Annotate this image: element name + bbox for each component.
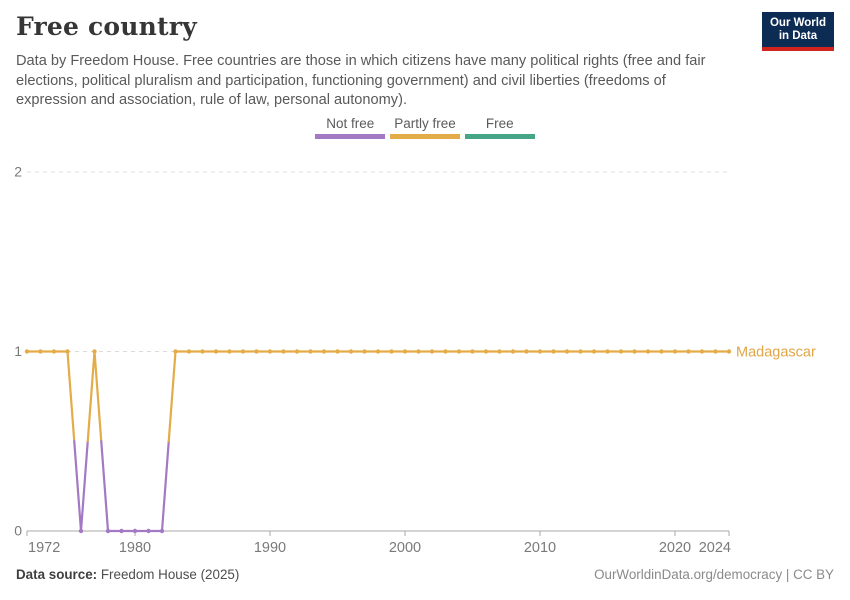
data-point-dot[interactable] bbox=[416, 349, 421, 354]
data-source-value: Freedom House (2025) bbox=[100, 567, 240, 582]
data-point-dot[interactable] bbox=[497, 349, 502, 354]
data-point-dot[interactable] bbox=[38, 349, 43, 354]
y-tick-label: 0 bbox=[14, 523, 22, 539]
data-point-dot[interactable] bbox=[92, 349, 97, 354]
data-point-dot[interactable] bbox=[578, 349, 583, 354]
x-tick-label: 2020 bbox=[659, 540, 691, 556]
data-point-dot[interactable] bbox=[389, 349, 394, 354]
data-point-dot[interactable] bbox=[200, 349, 205, 354]
chart-footer: Data source: Freedom House (2025) OurWor… bbox=[16, 567, 834, 582]
data-point-dot[interactable] bbox=[686, 349, 691, 354]
data-point-dot[interactable] bbox=[173, 349, 178, 354]
series-segment bbox=[160, 440, 170, 533]
chart-legend: Not free Partly free Free bbox=[0, 117, 850, 139]
data-point-dot[interactable] bbox=[645, 349, 651, 354]
data-point-dot[interactable] bbox=[119, 528, 124, 534]
series-segment bbox=[66, 350, 76, 443]
legend-swatch bbox=[464, 134, 535, 139]
series-segment bbox=[79, 440, 89, 533]
x-tick-label: 1990 bbox=[254, 540, 286, 556]
data-point-dot[interactable] bbox=[321, 349, 327, 354]
owid-logo[interactable]: Our World in Data bbox=[761, 12, 834, 51]
data-point-dot[interactable] bbox=[240, 349, 246, 354]
series-segment bbox=[100, 440, 110, 533]
legend-item-not-free: Not free bbox=[315, 116, 386, 139]
data-point-dot[interactable] bbox=[281, 349, 286, 354]
data-point-dot[interactable] bbox=[632, 349, 637, 354]
data-point-dot[interactable] bbox=[227, 349, 232, 354]
footer-citation-link[interactable]: OurWorldinData.org/democracy | CC BY bbox=[594, 567, 834, 582]
legend-swatch bbox=[315, 134, 386, 139]
data-point-dot[interactable] bbox=[699, 349, 705, 354]
series-segment bbox=[93, 350, 103, 443]
data-point-dot[interactable] bbox=[537, 349, 543, 354]
x-tick-label: 1972 bbox=[28, 540, 60, 556]
data-point-dot[interactable] bbox=[726, 349, 732, 354]
data-point-dot[interactable] bbox=[470, 349, 475, 354]
x-tick-label: 2024 bbox=[699, 540, 731, 556]
data-point-dot[interactable] bbox=[510, 349, 516, 354]
data-point-dot[interactable] bbox=[294, 349, 300, 354]
legend-label: Free bbox=[485, 116, 514, 131]
data-point-dot[interactable] bbox=[618, 349, 624, 354]
x-tick-label: 2010 bbox=[524, 540, 556, 556]
data-point-dot[interactable] bbox=[24, 349, 30, 354]
data-point-dot[interactable] bbox=[132, 528, 138, 534]
data-point-dot[interactable] bbox=[551, 349, 556, 354]
data-point-dot[interactable] bbox=[267, 349, 273, 354]
legend-label: Not free bbox=[326, 116, 375, 131]
data-point-dot[interactable] bbox=[429, 349, 435, 354]
legend-item-partly-free: Partly free bbox=[388, 117, 462, 139]
data-point-dot[interactable] bbox=[308, 349, 313, 354]
series-segment bbox=[86, 350, 96, 443]
data-point-dot[interactable] bbox=[402, 349, 408, 354]
data-point-dot[interactable] bbox=[375, 349, 381, 354]
chart-subtitle: Data by Freedom House. Free countries ar… bbox=[16, 53, 706, 108]
legend-label: Partly free bbox=[394, 116, 456, 131]
data-point-dot[interactable] bbox=[348, 349, 354, 354]
data-source-label: Data source: bbox=[16, 567, 98, 582]
data-point-dot[interactable] bbox=[159, 528, 165, 534]
legend-item-free: Free bbox=[464, 116, 535, 139]
data-source: Data source: Freedom House (2025) bbox=[16, 567, 239, 582]
data-point-dot[interactable] bbox=[105, 528, 111, 534]
data-point-dot[interactable] bbox=[713, 349, 718, 354]
data-point-dot[interactable] bbox=[483, 349, 489, 354]
data-point-dot[interactable] bbox=[362, 349, 367, 354]
chart-title: Free country bbox=[16, 12, 197, 41]
series-segment bbox=[167, 350, 177, 443]
data-point-dot[interactable] bbox=[443, 349, 448, 354]
y-tick-label: 1 bbox=[14, 343, 22, 359]
data-point-dot[interactable] bbox=[78, 528, 84, 534]
data-point-dot[interactable] bbox=[591, 349, 597, 354]
data-point-dot[interactable] bbox=[213, 349, 219, 354]
data-point-dot[interactable] bbox=[146, 528, 151, 534]
legend-swatch bbox=[390, 134, 460, 139]
x-tick-label: 2000 bbox=[389, 540, 421, 556]
data-point-dot[interactable] bbox=[672, 349, 678, 354]
data-point-dot[interactable] bbox=[186, 349, 192, 354]
data-point-dot[interactable] bbox=[659, 349, 664, 354]
data-point-dot[interactable] bbox=[65, 349, 70, 354]
data-point-dot[interactable] bbox=[51, 349, 57, 354]
owid-logo-line1: Our World bbox=[769, 17, 826, 29]
x-tick-label: 1980 bbox=[119, 540, 151, 556]
y-tick-label: 2 bbox=[14, 164, 22, 180]
data-point-dot[interactable] bbox=[456, 349, 462, 354]
owid-logo-line2: in Data bbox=[778, 30, 818, 42]
series-label-madagascar: Madagascar bbox=[736, 345, 816, 361]
data-point-dot[interactable] bbox=[524, 349, 529, 354]
data-point-dot[interactable] bbox=[335, 349, 340, 354]
data-point-dot[interactable] bbox=[605, 349, 610, 354]
data-point-dot[interactable] bbox=[254, 349, 259, 354]
series-segment bbox=[73, 440, 83, 533]
data-point-dot[interactable] bbox=[564, 349, 570, 354]
